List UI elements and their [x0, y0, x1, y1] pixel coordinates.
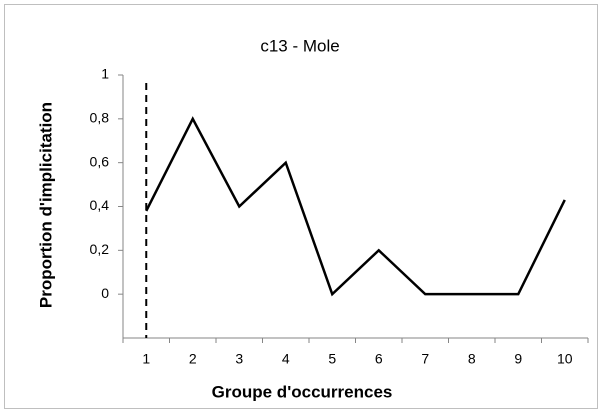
y-tick-label: 0,6 [90, 153, 110, 169]
x-tick-label: 9 [514, 351, 522, 367]
y-tick-label: 0 [101, 285, 109, 301]
x-tick-label: 3 [235, 351, 243, 367]
y-axis-title: Proportion d'implicitation [36, 102, 55, 308]
data-line [145, 116, 566, 297]
x-tick-label: 6 [375, 351, 383, 367]
x-tick-label: 10 [557, 351, 573, 367]
x-tick-label: 2 [189, 351, 197, 367]
y-tick-label: 0,2 [90, 241, 110, 257]
y-tick-label: 0,8 [90, 110, 110, 126]
y-tick-label: 0,4 [90, 197, 110, 213]
x-tick-label: 8 [468, 351, 476, 367]
x-tick-label: 1 [142, 351, 150, 367]
x-tick-label: 7 [421, 351, 429, 367]
chart-title: c13 - Mole [260, 36, 339, 55]
y-tick-label: 1 [101, 66, 109, 82]
x-axis-title: Groupe d'occurrences [212, 382, 393, 401]
x-tick-label: 4 [282, 351, 290, 367]
x-tick-label: 5 [328, 351, 336, 367]
